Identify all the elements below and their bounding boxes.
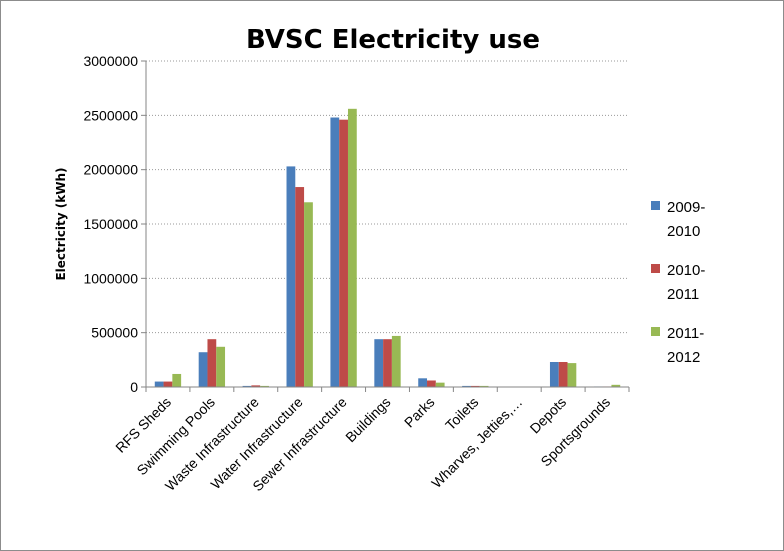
bar <box>611 384 621 387</box>
y-tick-label: 1500000 <box>83 216 138 232</box>
bar <box>347 108 357 388</box>
bar <box>251 385 261 387</box>
bar <box>462 385 471 387</box>
bar <box>383 339 392 387</box>
x-tick-label: Buildings <box>342 394 393 445</box>
bar <box>260 385 269 387</box>
bar <box>216 346 226 387</box>
legend-swatch <box>651 327 660 336</box>
bar <box>154 381 164 387</box>
bar <box>339 119 348 388</box>
bar <box>435 382 445 387</box>
chart-title: BVSC Electricity use <box>246 25 540 55</box>
bar <box>418 378 428 387</box>
legend-label: 2009- <box>667 199 705 216</box>
legend-label: 2011 <box>667 286 699 303</box>
bar <box>479 385 489 387</box>
legend: 2009- 2010 2010- 2011 2011- 2012 <box>651 199 705 366</box>
legend-swatch <box>651 201 660 210</box>
legend-label: 2010- <box>667 262 705 279</box>
bar <box>330 117 340 388</box>
bar <box>391 335 401 387</box>
bar <box>286 166 296 387</box>
bar <box>558 362 568 387</box>
x-tick-label: Swimming Pools <box>133 394 217 478</box>
bar <box>427 380 436 387</box>
bar <box>374 339 384 387</box>
x-tick-label: Depots <box>527 394 570 437</box>
y-tick-label: 2500000 <box>83 107 138 123</box>
y-tick-label: 500000 <box>91 325 138 341</box>
y-axis-label: Electricity (kWh) <box>54 167 68 280</box>
bar <box>207 339 217 387</box>
bars <box>154 108 621 388</box>
x-tick-label: Parks <box>401 394 438 431</box>
legend-label: 2010 <box>667 223 700 240</box>
bar <box>295 187 305 387</box>
y-tick-label: 3000000 <box>83 53 138 69</box>
bar <box>567 363 577 387</box>
bar <box>470 385 480 387</box>
bar <box>304 202 313 387</box>
y-tick-label: 1000000 <box>83 270 138 286</box>
legend-swatch <box>651 264 660 273</box>
legend-label: 2012 <box>667 349 700 366</box>
y-tick-label: 2000000 <box>83 162 138 178</box>
x-tick-label: Toilets <box>442 394 481 433</box>
bar <box>198 352 208 387</box>
legend-label: 2011- <box>667 325 704 342</box>
y-axis-ticks: 0 500000 1000000 1500000 2000000 2500000 30000… <box>83 53 146 395</box>
y-tick-label: 0 <box>130 379 138 395</box>
bar <box>172 373 182 387</box>
grid-lines <box>146 60 629 334</box>
bar <box>549 362 559 387</box>
bar <box>163 381 173 387</box>
bar <box>242 385 252 387</box>
